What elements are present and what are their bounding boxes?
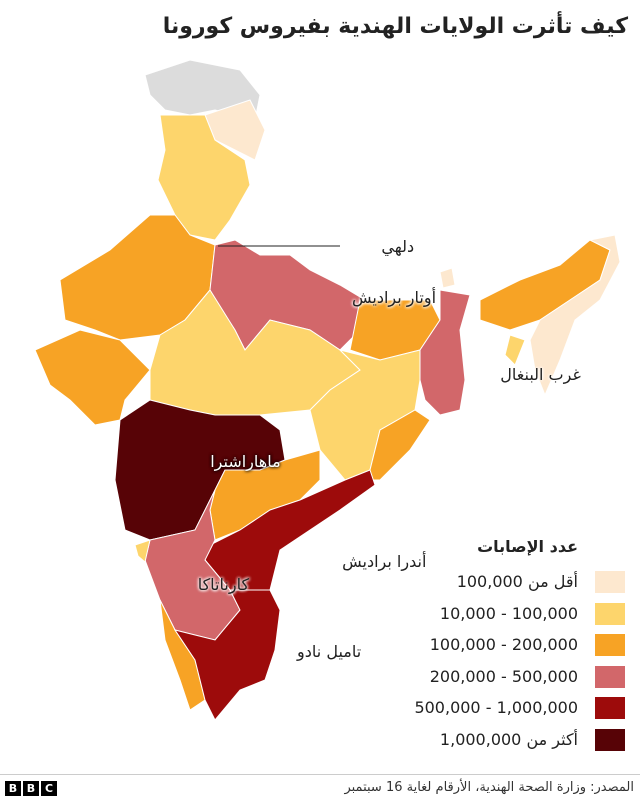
map-label: غرب البنغال — [500, 365, 581, 384]
legend-label: 200,000 - 100,000 — [429, 635, 578, 654]
legend-label: 100,000 - 10,000 — [439, 603, 578, 623]
legend-swatch — [595, 634, 625, 656]
region — [134, 539, 151, 563]
legend-swatch — [595, 602, 625, 625]
region — [419, 289, 471, 416]
region — [529, 234, 621, 397]
logo-letter: B — [23, 781, 39, 796]
logo-letter: B — [5, 781, 21, 796]
legend-swatch — [595, 697, 625, 719]
title: كيف تأثرت الولايات الهندية بفيروس كورونا — [162, 14, 628, 39]
legend-label: أقل من 100,000 — [456, 572, 578, 591]
legend-label: أكثر من 1,000,000 — [439, 729, 578, 749]
divider — [0, 774, 640, 775]
legend-label: 500,000 - 200,000 — [429, 666, 578, 686]
region — [439, 267, 456, 289]
india-map — [34, 59, 621, 721]
map-label: أندرا براديش — [342, 552, 427, 571]
region — [157, 114, 251, 241]
map-label: ماهاراشترا — [210, 452, 281, 471]
region — [173, 589, 281, 721]
region — [504, 334, 526, 366]
map-label: تاميل نادو — [297, 642, 362, 661]
map-label: دلهي — [381, 237, 415, 256]
legend-swatch — [595, 665, 625, 688]
logo-letter: C — [41, 781, 57, 796]
legend-title: عدد الإصابات — [477, 537, 578, 556]
legend-swatch — [595, 728, 625, 751]
source: المصدر: وزارة الصحة الهندية، الأرقام لغا… — [344, 780, 634, 795]
legend-swatch — [595, 571, 625, 593]
region — [34, 329, 151, 426]
legend-label: 1,000,000 - 500,000 — [414, 698, 578, 717]
map-label: أوتار براديش — [352, 288, 437, 307]
map-label: كارناتاكا — [197, 575, 250, 594]
